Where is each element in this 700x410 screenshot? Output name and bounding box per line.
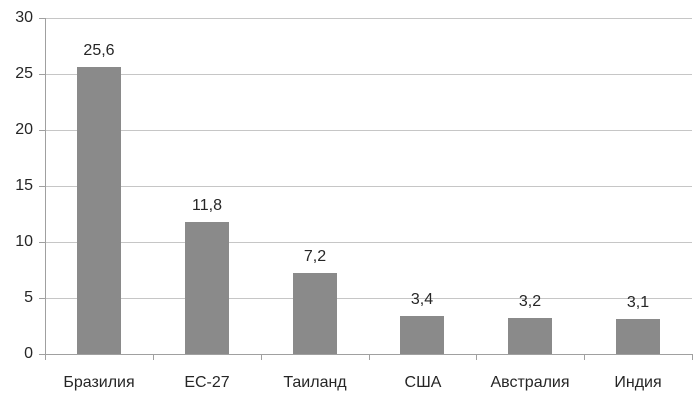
x-axis-tick bbox=[692, 354, 693, 360]
x-axis-tick bbox=[153, 354, 154, 360]
bar-value-label: 7,2 bbox=[303, 248, 327, 265]
bar bbox=[400, 316, 444, 354]
x-axis-category-label: Таиланд bbox=[283, 374, 347, 391]
bar bbox=[185, 222, 229, 354]
y-axis-tick-label: 25 bbox=[15, 65, 33, 82]
y-axis-tick-label: 15 bbox=[15, 177, 33, 194]
x-axis-category-label: Бразилия bbox=[63, 374, 135, 391]
x-axis-tick bbox=[476, 354, 477, 360]
gridline bbox=[45, 297, 692, 299]
y-axis-tick-label: 20 bbox=[15, 121, 33, 138]
y-axis-tick bbox=[39, 297, 45, 299]
bar-value-label: 11,8 bbox=[192, 197, 222, 214]
x-axis-tick bbox=[261, 354, 262, 360]
y-axis-tick-label: 10 bbox=[15, 233, 33, 250]
y-axis-line bbox=[45, 18, 46, 360]
gridline bbox=[45, 17, 692, 19]
x-axis-tick bbox=[584, 354, 585, 360]
y-axis-tick bbox=[39, 73, 45, 75]
gridline bbox=[45, 185, 692, 187]
y-axis-tick bbox=[39, 17, 45, 19]
gridline bbox=[45, 241, 692, 243]
bar-value-label: 3,4 bbox=[410, 291, 434, 308]
y-axis-tick bbox=[39, 241, 45, 243]
y-axis-tick bbox=[39, 185, 45, 187]
y-axis-tick-label: 30 bbox=[15, 9, 33, 26]
x-axis-category-label: Австралия bbox=[490, 374, 570, 391]
y-axis-tick bbox=[39, 129, 45, 131]
gridline bbox=[45, 73, 692, 75]
gridline bbox=[45, 129, 692, 131]
bar bbox=[616, 319, 660, 354]
x-axis-category-label: США bbox=[404, 374, 442, 391]
y-axis-tick-label: 0 bbox=[24, 345, 33, 362]
y-axis-tick bbox=[39, 353, 45, 355]
plot-area bbox=[45, 17, 692, 354]
x-axis-tick bbox=[369, 354, 370, 360]
bar bbox=[293, 273, 337, 354]
bar-value-label: 25,6 bbox=[83, 42, 115, 59]
bar bbox=[508, 318, 552, 354]
x-axis-category-label: Индия bbox=[614, 374, 662, 391]
bar-value-label: 3,2 bbox=[518, 293, 542, 310]
bar bbox=[77, 67, 121, 354]
x-axis-line bbox=[45, 354, 693, 355]
x-axis-category-label: ЕС-27 bbox=[184, 374, 230, 391]
bar-value-label: 3,1 bbox=[626, 294, 650, 311]
y-axis-tick-label: 5 bbox=[24, 289, 33, 306]
